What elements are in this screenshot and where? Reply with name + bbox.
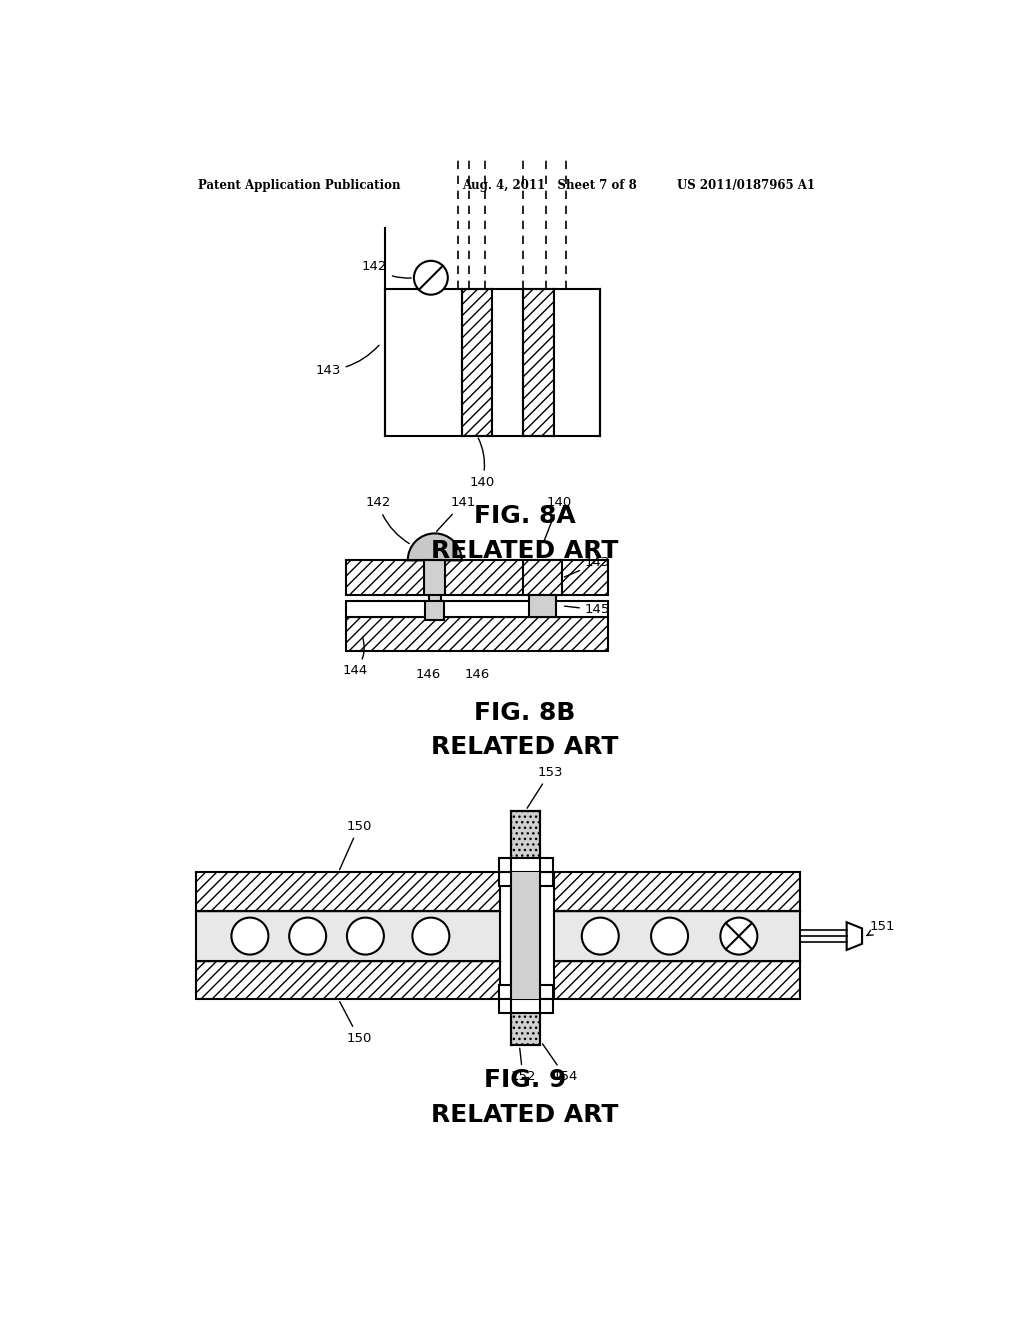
- Circle shape: [651, 917, 688, 954]
- Bar: [523, 289, 554, 436]
- Bar: [523, 560, 562, 595]
- Bar: [493, 289, 523, 436]
- Circle shape: [289, 917, 326, 954]
- Text: RELATED ART: RELATED ART: [431, 735, 618, 759]
- Bar: [346, 601, 608, 616]
- Text: 146: 146: [465, 668, 489, 681]
- Bar: [554, 873, 801, 911]
- Text: RELATED ART: RELATED ART: [431, 539, 618, 564]
- Bar: [425, 601, 444, 620]
- Text: 152: 152: [510, 1048, 536, 1084]
- Text: Patent Application Publication: Patent Application Publication: [199, 178, 400, 191]
- Bar: [554, 911, 801, 961]
- Text: 140: 140: [544, 496, 571, 543]
- Circle shape: [720, 917, 758, 954]
- Text: FIG. 8B: FIG. 8B: [474, 701, 575, 725]
- Text: RELATED ART: RELATED ART: [431, 1102, 618, 1127]
- Text: Aug. 4, 2011   Sheet 7 of 8: Aug. 4, 2011 Sheet 7 of 8: [462, 178, 636, 191]
- Bar: [511, 810, 541, 1045]
- Text: 142: 142: [366, 496, 410, 544]
- Text: FIG. 8A: FIG. 8A: [474, 504, 575, 528]
- Bar: [528, 595, 556, 616]
- Bar: [462, 289, 493, 436]
- Bar: [499, 999, 553, 1014]
- Text: 143: 143: [315, 346, 379, 378]
- Text: 150: 150: [340, 820, 372, 870]
- Bar: [499, 858, 553, 873]
- Circle shape: [582, 917, 618, 954]
- Bar: [196, 961, 500, 999]
- Polygon shape: [847, 923, 862, 950]
- Text: 146: 146: [416, 668, 441, 681]
- Text: 151: 151: [866, 920, 895, 936]
- Bar: [554, 289, 600, 436]
- Text: US 2011/0187965 A1: US 2011/0187965 A1: [677, 178, 815, 191]
- Circle shape: [413, 917, 450, 954]
- Wedge shape: [408, 533, 462, 561]
- Bar: [499, 985, 553, 999]
- Circle shape: [414, 261, 447, 294]
- Bar: [424, 560, 445, 595]
- Text: 150: 150: [340, 1002, 372, 1044]
- Bar: [346, 616, 608, 651]
- Circle shape: [231, 917, 268, 954]
- Text: 145: 145: [564, 603, 610, 616]
- Text: 143: 143: [564, 557, 610, 577]
- Text: 142: 142: [361, 260, 412, 279]
- Bar: [554, 961, 801, 999]
- Bar: [499, 873, 553, 886]
- Text: 153: 153: [527, 766, 562, 808]
- Bar: [346, 560, 608, 595]
- Text: FIG. 9: FIG. 9: [483, 1068, 566, 1092]
- Bar: [511, 873, 541, 999]
- Bar: [429, 561, 441, 616]
- Text: 154: 154: [543, 1044, 578, 1084]
- Bar: [196, 911, 500, 961]
- Bar: [196, 873, 500, 911]
- Text: 141: 141: [436, 496, 475, 532]
- Text: 144: 144: [342, 636, 368, 677]
- Circle shape: [347, 917, 384, 954]
- Text: 140: 140: [469, 438, 495, 488]
- Bar: [385, 289, 462, 436]
